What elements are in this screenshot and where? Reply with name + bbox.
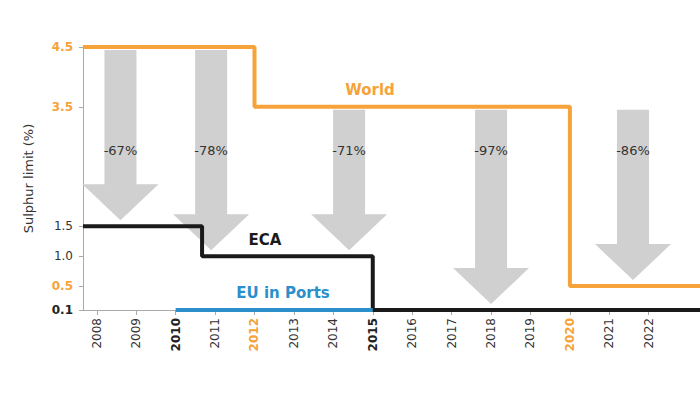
svg-text:2012: 2012: [247, 318, 261, 351]
svg-text:2011: 2011: [208, 318, 222, 349]
svg-text:Sulphur limit (%): Sulphur limit (%): [21, 124, 36, 234]
svg-text:-78%: -78%: [194, 143, 228, 158]
svg-text:EU in Ports: EU in Ports: [236, 284, 330, 302]
svg-text:2016: 2016: [405, 318, 419, 349]
svg-text:2013: 2013: [287, 318, 301, 349]
svg-text:2014: 2014: [326, 318, 340, 349]
svg-text:2009: 2009: [129, 318, 143, 349]
svg-text:4.5: 4.5: [52, 40, 73, 54]
svg-text:1.0: 1.0: [54, 249, 73, 263]
svg-text:0.5: 0.5: [52, 279, 73, 293]
svg-text:2015: 2015: [366, 318, 380, 351]
svg-text:2018: 2018: [484, 318, 498, 349]
svg-text:0.1: 0.1: [52, 303, 73, 317]
svg-text:-86%: -86%: [616, 143, 650, 158]
svg-text:2022: 2022: [642, 318, 656, 349]
svg-text:-97%: -97%: [474, 143, 508, 158]
svg-text:2017: 2017: [445, 318, 459, 349]
svg-text:-67%: -67%: [104, 143, 138, 158]
svg-text:-71%: -71%: [332, 143, 366, 158]
svg-text:3.5: 3.5: [52, 100, 73, 114]
svg-text:2019: 2019: [523, 318, 537, 349]
svg-text:1.5: 1.5: [54, 219, 73, 233]
svg-text:2010: 2010: [169, 318, 183, 351]
svg-text:ECA: ECA: [249, 231, 282, 249]
svg-text:2021: 2021: [602, 318, 616, 349]
svg-text:2020: 2020: [563, 318, 577, 351]
svg-text:2008: 2008: [90, 318, 104, 349]
svg-text:World: World: [345, 81, 395, 99]
